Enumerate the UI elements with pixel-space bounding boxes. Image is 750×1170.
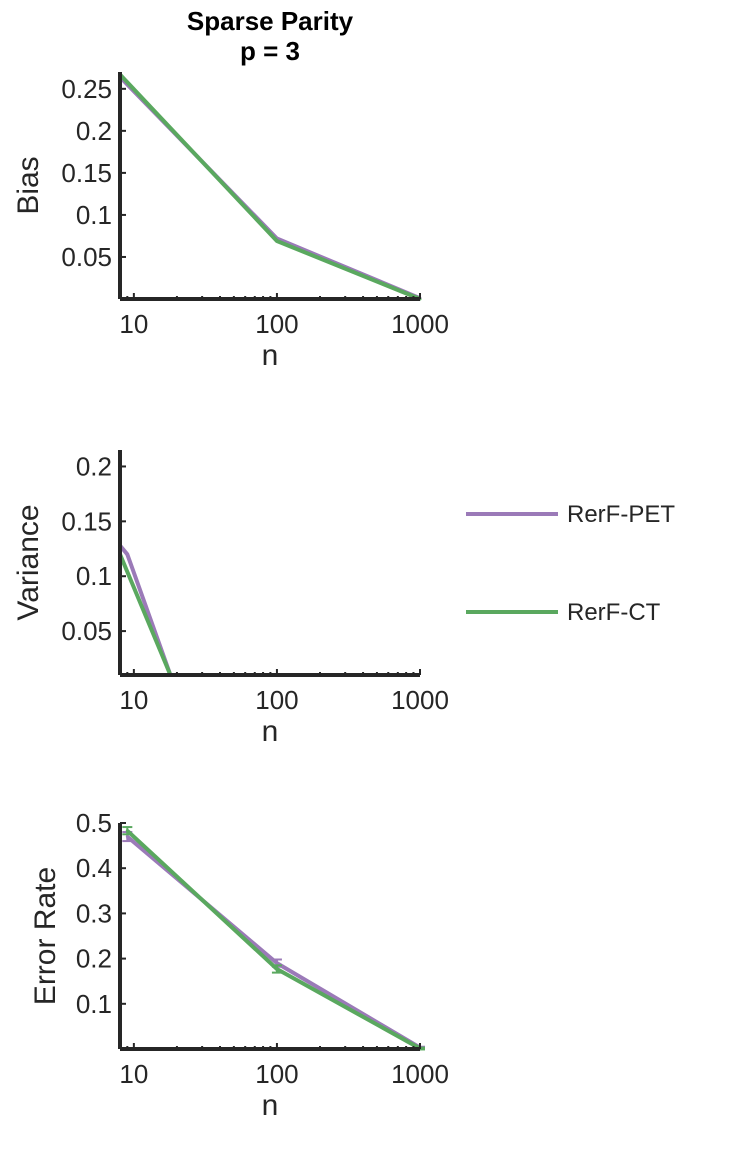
- y-tick-label: 0.2: [76, 451, 112, 481]
- x-tick-label: 100: [255, 309, 298, 339]
- series-line-rerf-ct: [125, 829, 421, 1051]
- series-line-rerf-ct: [118, 553, 173, 676]
- x-tick-label: 100: [255, 685, 298, 715]
- y-tick-label: 0.1: [76, 200, 112, 230]
- subplot-3: 10 100 1000 0.1 0.2 0.3 0.4 0.5 n Error Rate: [29, 808, 449, 1122]
- series-line-rerf-ct: [118, 73, 421, 301]
- data-point: [275, 239, 279, 243]
- x-tick-label: 1000: [391, 685, 449, 715]
- legend: RerF-PET RerF-CT: [466, 501, 675, 626]
- subplot-2: 10 100 1000 0.05 0.1 0.15 0.2 n Variance: [12, 450, 449, 748]
- series-line-rerf-pet: [126, 835, 422, 1050]
- series-line-rerf-pet: [118, 75, 421, 301]
- x-axis-label: n: [262, 339, 279, 372]
- y-tick-label: 0.5: [76, 808, 112, 838]
- x-tick-label: 10: [119, 1059, 148, 1089]
- x-axis-label: n: [262, 1089, 279, 1122]
- y-tick-label: 0.3: [76, 898, 112, 928]
- y-axis-label: Bias: [12, 156, 45, 214]
- y-tick-label: 0.05: [61, 242, 112, 272]
- x-tick-label: 10: [119, 685, 148, 715]
- y-tick-label: 0.1: [76, 561, 112, 591]
- y-tick-label: 0.4: [76, 853, 112, 883]
- x-tick-label: 100: [255, 1059, 298, 1089]
- data-point: [125, 552, 129, 556]
- y-tick-label: 0.15: [61, 506, 112, 536]
- x-tick-label: 10: [119, 309, 148, 339]
- legend-label-rerf-ct: RerF-CT: [567, 599, 661, 626]
- legend-label-rerf-pet: RerF-PET: [567, 501, 675, 528]
- figure-title-line-2: p = 3: [240, 36, 300, 66]
- y-axis-label: Error Rate: [29, 867, 62, 1005]
- x-axis-label: n: [262, 715, 279, 748]
- y-tick-label: 0.1: [76, 989, 112, 1019]
- y-axis-label: Variance: [12, 504, 45, 620]
- y-tick-label: 0.05: [61, 616, 112, 646]
- y-tick-label: 0.2: [76, 116, 112, 146]
- figure-title-line-1: Sparse Parity: [187, 6, 354, 36]
- y-tick-label: 0.2: [76, 944, 112, 974]
- y-tick-label: 0.25: [61, 74, 112, 104]
- subplot-1: 10 100 1000 0.05 0.1 0.15 0.2 0.25 n Bias: [12, 72, 449, 372]
- x-tick-label: 1000: [391, 309, 449, 339]
- y-tick-label: 0.15: [61, 158, 112, 188]
- x-tick-label: 1000: [391, 1059, 449, 1089]
